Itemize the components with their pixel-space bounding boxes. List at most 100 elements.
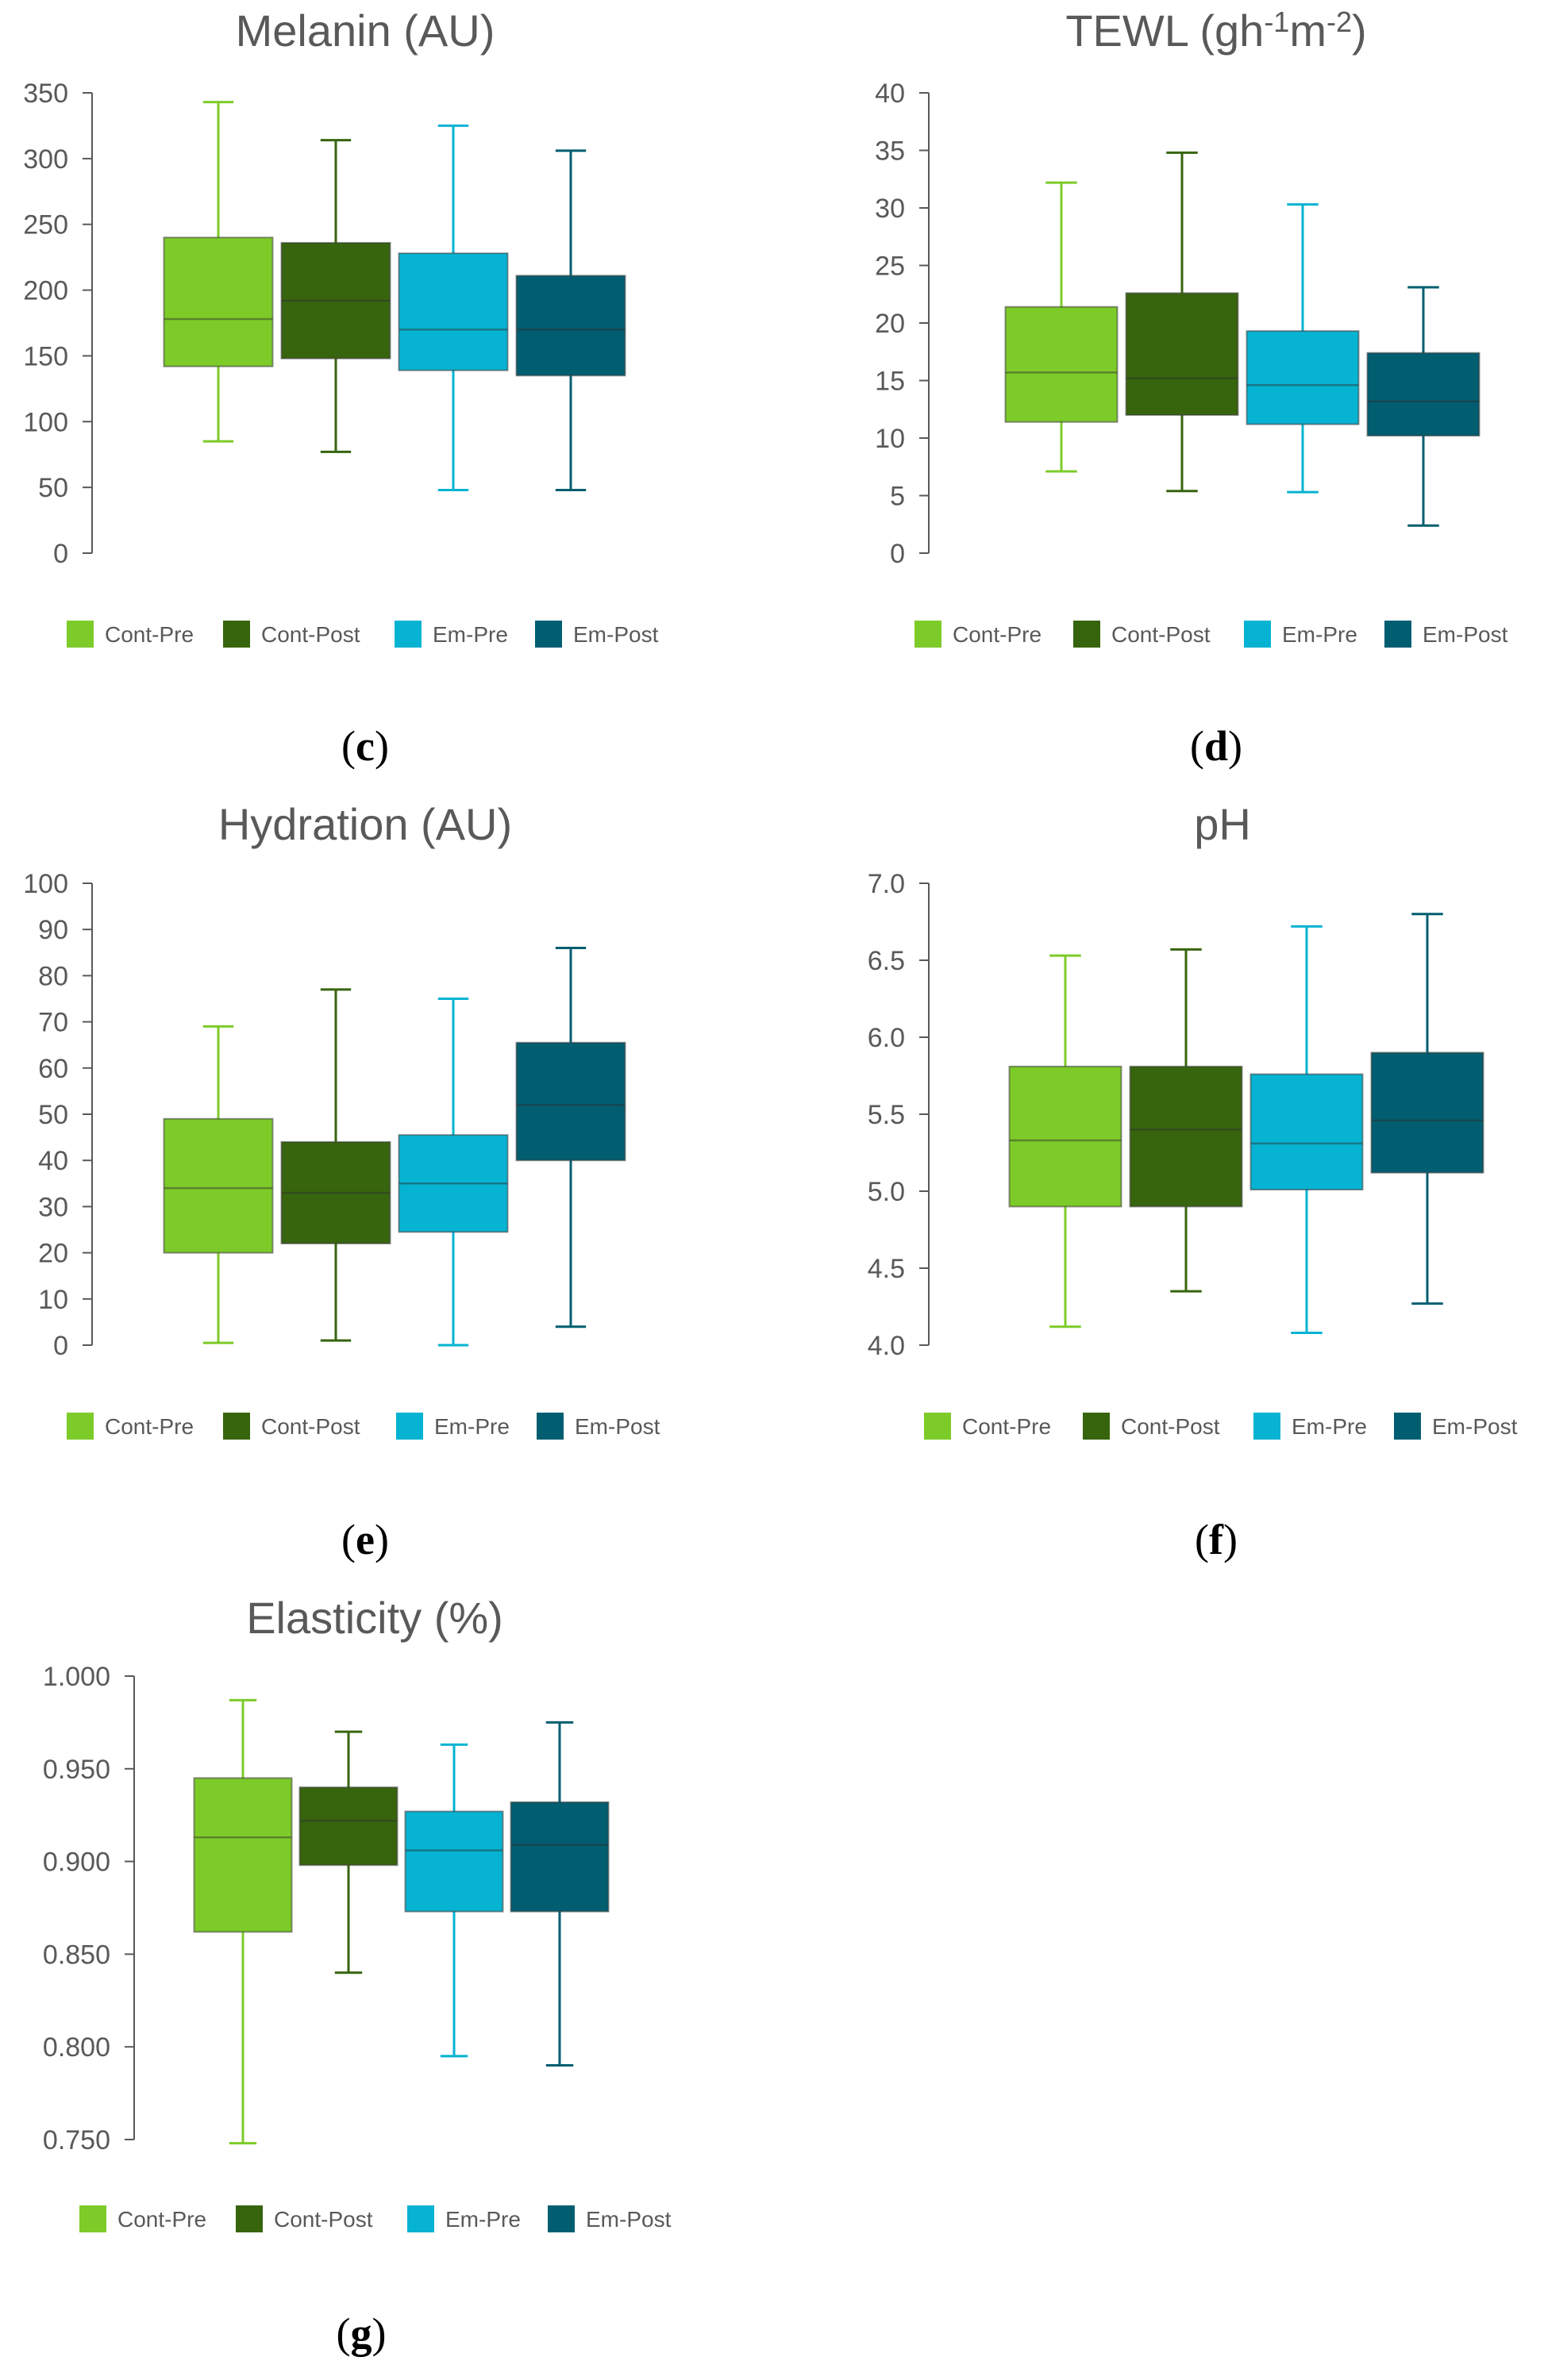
y-tick-label: 20	[38, 1239, 68, 1269]
legend-label: Em-Post	[1432, 1414, 1518, 1439]
y-tick-label: 30	[38, 1192, 68, 1222]
panel-label: (c)	[341, 722, 389, 770]
tewl-chart: TEWL (gh-1m-2) 0 5 10 15 20 25 30 35 40 Cont-Pre…	[875, 6, 1508, 770]
legend-swatch	[535, 621, 562, 648]
iqr-box	[1004, 306, 1119, 423]
legend-item-cont-post: Cont-Post	[223, 1413, 360, 1440]
y-tick-label: 50	[38, 1100, 68, 1130]
legend-item-cont-pre: Cont-Pre	[79, 2205, 206, 2232]
y-tick-label: 250	[23, 210, 68, 240]
y-tick-label: 4.0	[868, 1331, 905, 1361]
y-tick-label: 6.0	[868, 1023, 905, 1053]
y-tick-label: 40	[38, 1146, 68, 1176]
legend-label: Cont-Pre	[953, 622, 1042, 647]
box-cont-post	[298, 1730, 399, 1974]
iqr-box	[1370, 1052, 1484, 1174]
legend-swatch	[548, 2205, 575, 2232]
elasticity-chart: Elasticity (%) 0.750 0.800 0.850 0.900 0.950…	[43, 1593, 672, 2357]
legend-label: Em-Pre	[445, 2207, 521, 2232]
legend-item-em-post: Em-Post	[537, 1413, 660, 1440]
legend-item-cont-post: Cont-Post	[236, 2205, 373, 2232]
box-em-post	[515, 946, 626, 1328]
panel-label: (d)	[1190, 722, 1242, 770]
iqr-box	[1008, 1065, 1122, 1208]
y-tick-label: 150	[23, 341, 68, 371]
y-tick-label: 300	[23, 144, 68, 175]
legend-item-em-pre: Em-Pre	[396, 1413, 510, 1440]
panel-label: (f)	[1195, 1516, 1238, 1563]
iqr-box	[510, 1801, 610, 1913]
y-tick-label: 0.750	[43, 2125, 110, 2155]
panel-letter: d	[1204, 722, 1228, 770]
legend-item-cont-pre: Cont-Pre	[914, 621, 1042, 648]
box-cont-pre	[1004, 181, 1119, 473]
legend-label: Cont-Pre	[105, 622, 194, 647]
box-cont-pre	[163, 101, 274, 443]
y-tick-label: 0.900	[43, 1847, 110, 1878]
legend-item-em-pre: Em-Pre	[395, 621, 508, 648]
box-em-pre	[1246, 203, 1360, 494]
y-tick-label: 100	[23, 407, 68, 437]
ph-chart: pH 4.0 4.5 5.0 5.5 6.0 6.5 7.0 Cont-Pre Cont-Po…	[868, 799, 1518, 1563]
panel-letter: f	[1209, 1516, 1224, 1563]
legend-swatch	[407, 2205, 434, 2232]
y-tick-label: 100	[23, 869, 68, 899]
y-tick-label: 4.5	[868, 1254, 905, 1284]
legend-swatch	[1083, 1413, 1110, 1440]
legend-label: Cont-Pre	[105, 1414, 194, 1439]
panel-letter: g	[351, 2309, 372, 2357]
legend-swatch	[914, 621, 941, 648]
chart-title: Hydration (AU)	[218, 799, 512, 849]
box-em-post	[515, 149, 626, 491]
legend-item-em-pre: Em-Pre	[1244, 621, 1357, 648]
box-em-pre	[398, 124, 509, 491]
legend-label: Em-Pre	[433, 622, 508, 647]
box-cont-post	[1129, 948, 1243, 1293]
legend-label: Em-Pre	[1282, 622, 1357, 647]
legend: Cont-Pre Cont-Post Em-Pre Em-Post	[79, 2205, 672, 2232]
legend-swatch	[79, 2205, 106, 2232]
iqr-box	[515, 1041, 626, 1162]
iqr-box	[280, 1140, 391, 1244]
box-cont-pre	[1008, 954, 1122, 1328]
legend: Cont-Pre Cont-Post Em-Pre Em-Post	[67, 621, 659, 648]
legend-item-cont-post: Cont-Post	[1083, 1413, 1220, 1440]
chart-title: pH	[1194, 799, 1251, 849]
legend-label: Em-Pre	[1292, 1414, 1367, 1439]
legend-swatch	[223, 1413, 250, 1440]
y-tick-label: 30	[875, 194, 905, 224]
y-tick-label: 0.850	[43, 1940, 110, 1970]
legend-swatch	[67, 621, 94, 648]
panel-label: (e)	[341, 1516, 389, 1563]
iqr-box	[515, 275, 626, 377]
iqr-box	[1246, 330, 1360, 425]
y-tick-label: 5	[890, 482, 905, 512]
y-tick-label: 50	[38, 473, 68, 503]
y-tick-label: 70	[38, 1008, 68, 1038]
plot-area: 0 10 20 30 40 50 60 70 80 90 100	[23, 869, 626, 1361]
legend-item-cont-pre: Cont-Pre	[67, 621, 194, 648]
y-tick-label: 5.5	[868, 1100, 905, 1130]
chart-title: Melanin (AU)	[236, 6, 495, 56]
legend-item-cont-post: Cont-Post	[223, 621, 360, 648]
legend: Cont-Pre Cont-Post Em-Pre Em-Post	[914, 621, 1508, 648]
box-em-pre	[404, 1743, 504, 2058]
box-em-post	[1370, 913, 1484, 1305]
iqr-box	[1249, 1073, 1364, 1191]
legend-swatch	[537, 1413, 564, 1440]
y-tick-label: 0	[53, 1331, 68, 1361]
chart-title: TEWL (gh-1m-2)	[1065, 6, 1366, 56]
y-tick-label: 35	[875, 136, 905, 167]
legend-label: Cont-Post	[1111, 622, 1211, 647]
box-cont-pre	[163, 1025, 274, 1344]
legend-swatch	[395, 621, 422, 648]
iqr-box	[1366, 352, 1480, 437]
y-tick-label: 90	[38, 915, 68, 945]
iqr-box	[280, 241, 391, 359]
legend-swatch	[1384, 621, 1411, 648]
hydration-chart: Hydration (AU) 0 10 20 30 40 50 60 70 80 90 100 Co…	[23, 799, 660, 1563]
legend-swatch	[1394, 1413, 1421, 1440]
box-cont-post	[280, 988, 391, 1342]
legend-swatch	[67, 1413, 94, 1440]
plot-area: 0.750 0.800 0.850 0.900 0.950 1.000	[43, 1662, 610, 2155]
